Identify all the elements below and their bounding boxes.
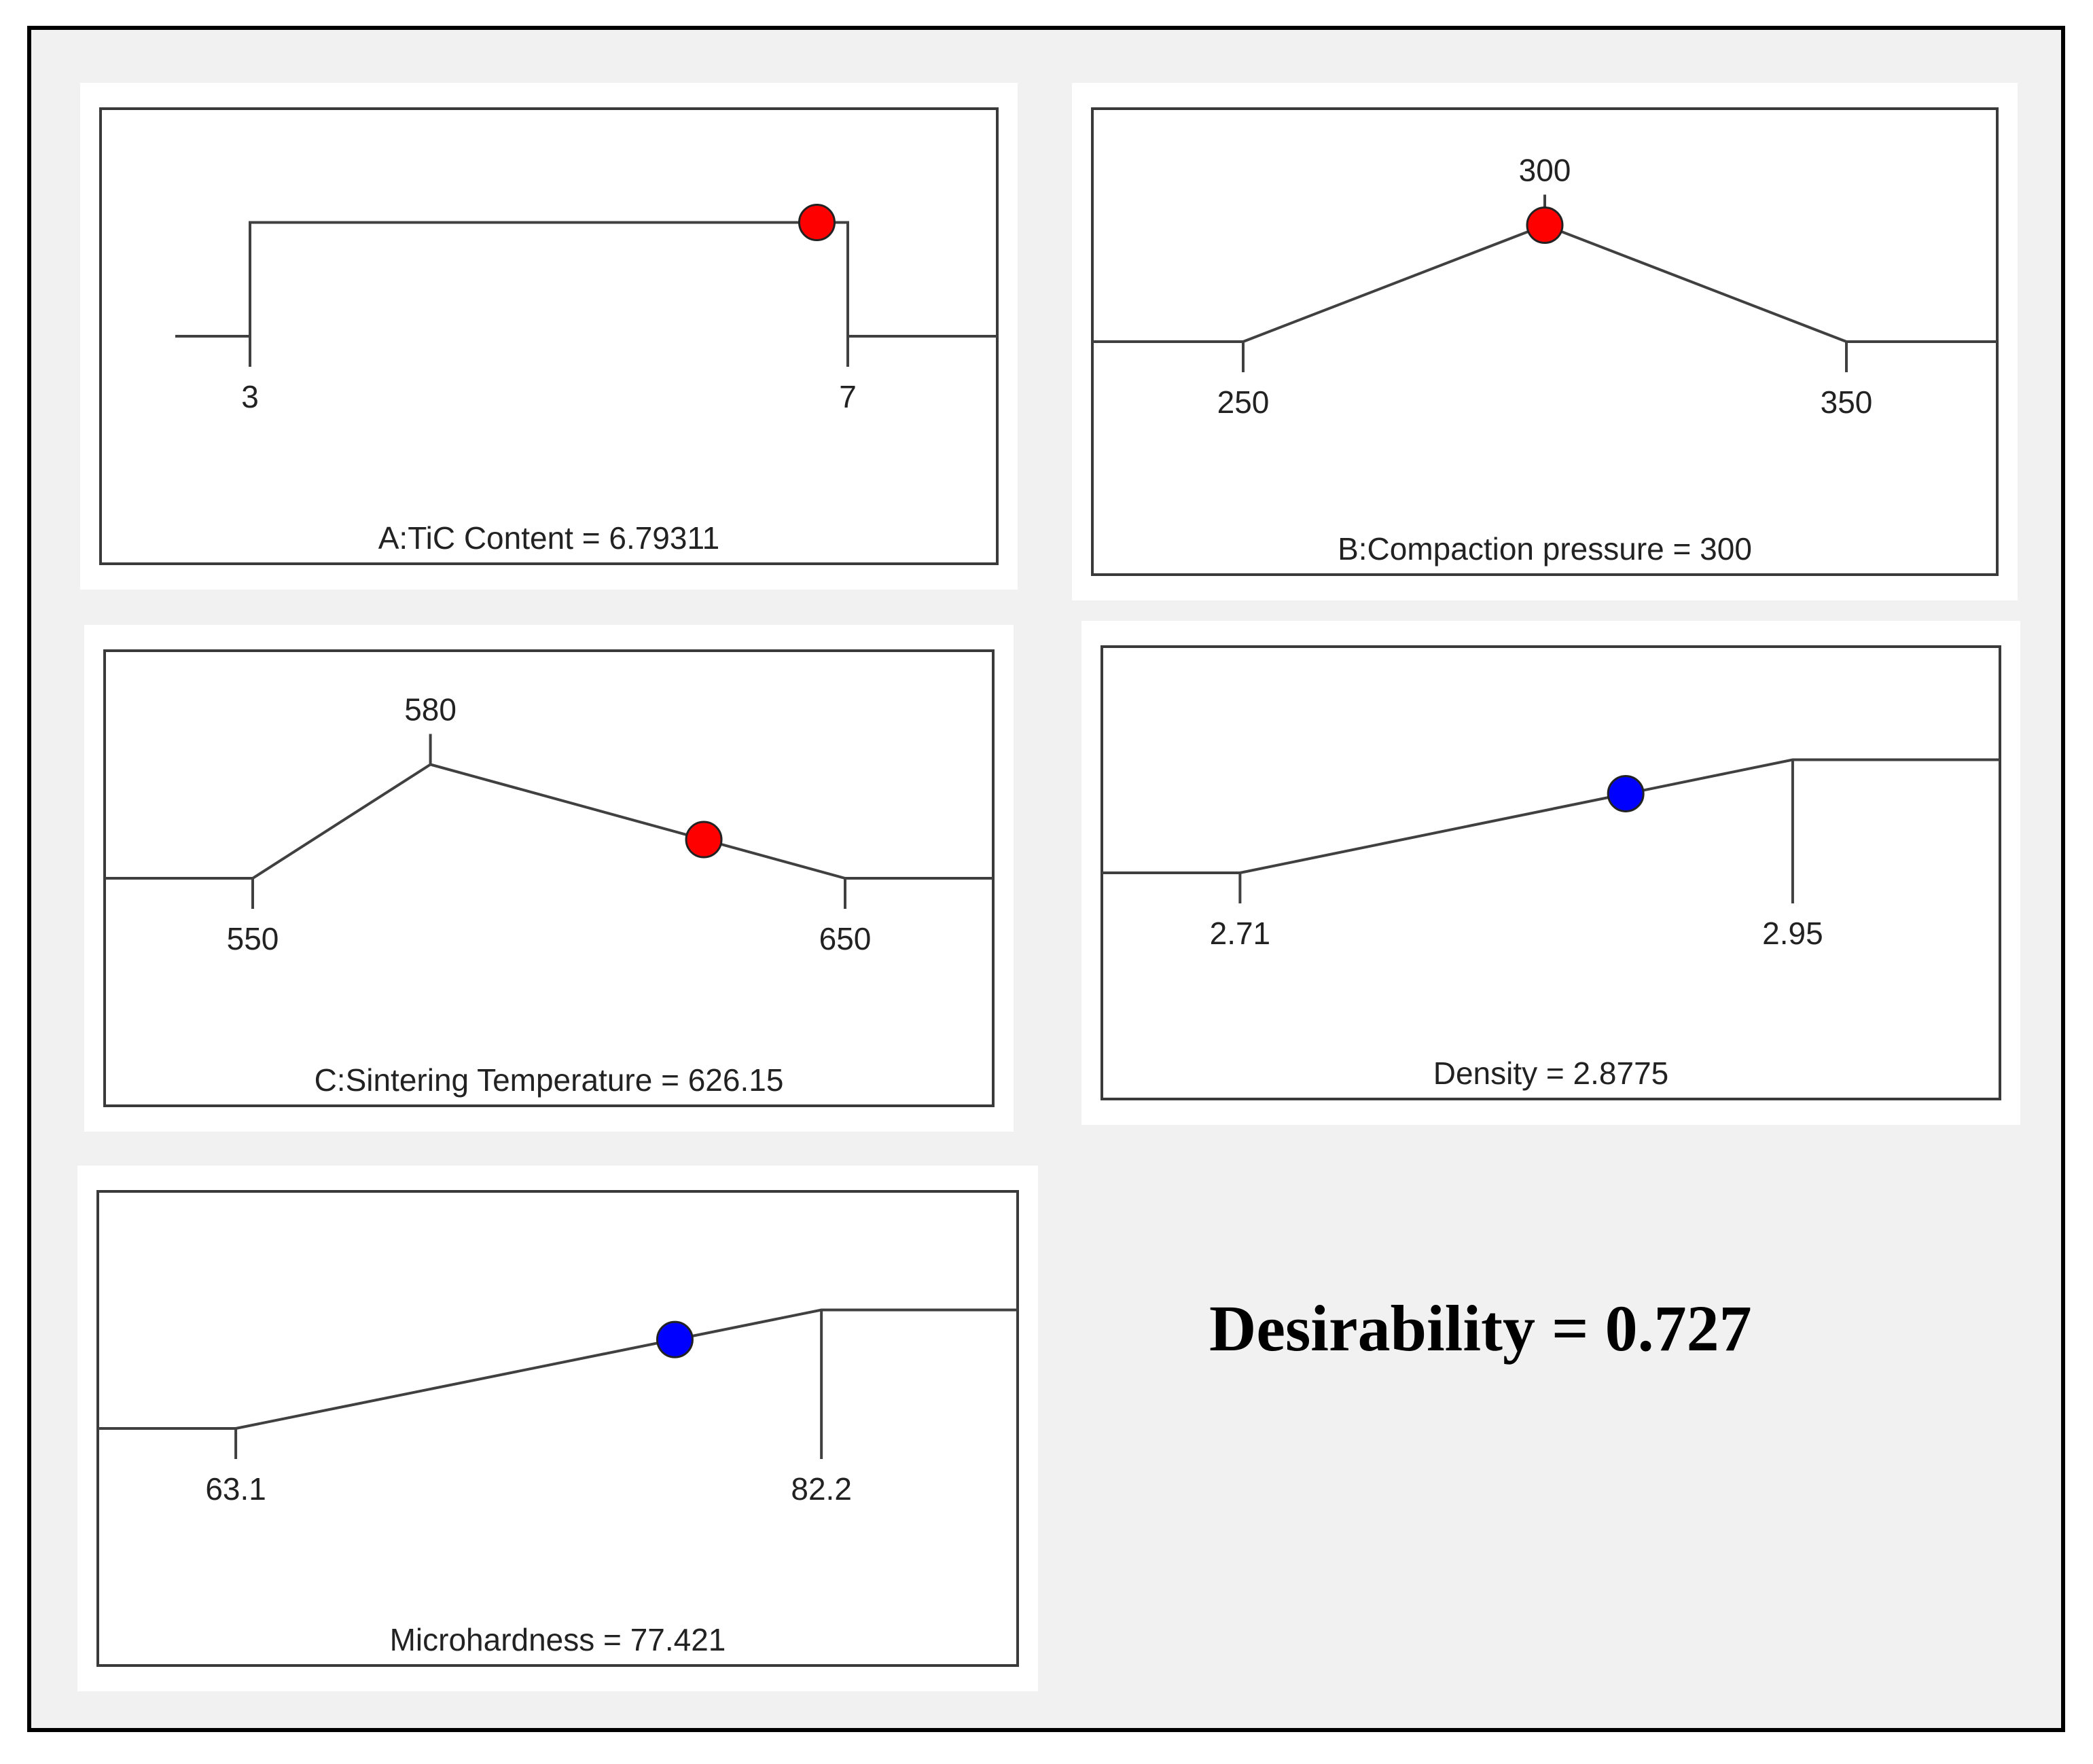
tick-label: 2.71: [1210, 916, 1271, 951]
tick-label: 7: [839, 379, 857, 414]
current-value-marker: [1607, 774, 1645, 812]
panel-title: B:Compaction pressure = 300: [1338, 531, 1752, 566]
chart-tic-content: 3 7 A:TiC Content = 6.79311: [99, 107, 999, 565]
desirability-curve: [175, 221, 997, 338]
tick-label: 3: [241, 379, 259, 414]
tick-label: 300: [1519, 153, 1571, 188]
tick-label: 82.2: [791, 1471, 852, 1507]
current-value-marker: [656, 1320, 694, 1358]
desirability-curve: [1102, 758, 2000, 874]
panel-title: C:Sintering Temperature = 626.15: [315, 1062, 784, 1098]
panel-compaction-pressure: 250 300 350 B:Compaction pressure = 300: [1072, 83, 2018, 600]
panel-tic-content: 3 7 A:TiC Content = 6.79311: [80, 83, 1018, 590]
chart-sintering-temperature: 550 580 650 C:Sintering Temperature = 626.1…: [103, 649, 995, 1107]
tick-label: 2.95: [1762, 916, 1823, 951]
current-value-marker: [685, 821, 723, 859]
panel-microhardness: 63.1 82.2 Microhardness = 77.421: [77, 1166, 1038, 1691]
current-value-marker: [1526, 206, 1564, 244]
panel-title: Microhardness = 77.421: [390, 1622, 726, 1657]
tick-label: 250: [1217, 384, 1270, 420]
tick-label: 550: [227, 921, 279, 956]
tick-label: 350: [1821, 384, 1873, 420]
desirability-label: Desirability = 0.727: [1209, 1292, 1752, 1365]
chart-compaction-pressure: 250 300 350 B:Compaction pressure = 300: [1091, 107, 1999, 576]
current-value-marker: [798, 204, 836, 241]
panel-title: A:TiC Content = 6.79311: [378, 520, 719, 556]
panel-title: Density = 2.8775: [1433, 1056, 1669, 1091]
tick-label: 650: [819, 921, 872, 956]
desirability-curve: [105, 763, 993, 880]
tick-label: 580: [404, 692, 457, 727]
desirability-curve: [98, 1308, 1018, 1430]
panel-density: 2.71 2.95 Density = 2.8775: [1081, 621, 2020, 1125]
chart-density: 2.71 2.95 Density = 2.8775: [1101, 645, 2001, 1100]
panel-sintering-temperature: 550 580 650 C:Sintering Temperature = 626.1…: [84, 625, 1014, 1132]
tick-label: 63.1: [205, 1471, 266, 1507]
chart-microhardness: 63.1 82.2 Microhardness = 77.421: [96, 1190, 1019, 1667]
